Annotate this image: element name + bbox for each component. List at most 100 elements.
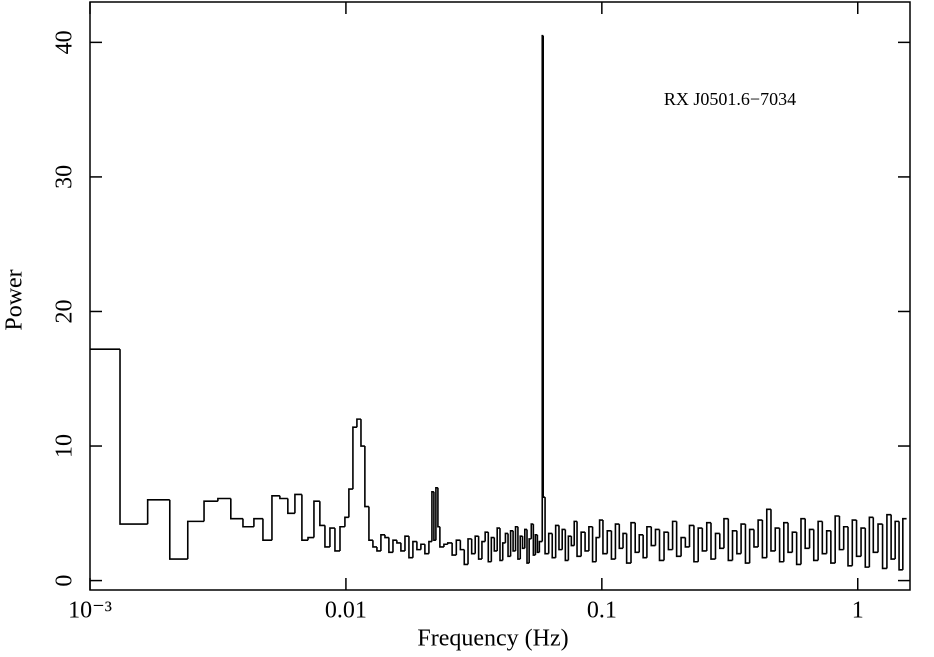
step	[487, 532, 492, 563]
step	[675, 521, 682, 558]
step	[834, 515, 840, 564]
step	[847, 526, 853, 567]
step	[654, 528, 660, 546]
step	[424, 544, 429, 555]
step	[680, 536, 686, 557]
step	[287, 498, 295, 515]
step	[795, 532, 801, 566]
step	[541, 34, 544, 542]
step	[412, 540, 417, 558]
step	[271, 495, 280, 541]
step	[610, 530, 616, 560]
step	[573, 520, 578, 546]
step	[851, 519, 857, 566]
step	[301, 494, 309, 542]
step	[642, 534, 647, 559]
x-tick-label: 0.01	[325, 598, 367, 624]
step	[881, 524, 887, 570]
step	[761, 520, 767, 559]
step	[804, 518, 810, 550]
step	[570, 536, 575, 547]
plot-frame	[89, 1, 911, 591]
y-tick-label: 20	[52, 299, 78, 323]
step	[684, 537, 690, 548]
y-tick-label: 30	[52, 165, 78, 189]
step	[622, 532, 627, 549]
step	[554, 524, 559, 558]
step	[360, 419, 365, 447]
step	[667, 532, 673, 551]
step	[671, 520, 677, 550]
step	[634, 522, 640, 554]
step	[588, 525, 593, 551]
step	[547, 532, 553, 554]
step	[380, 534, 385, 551]
step	[484, 531, 489, 542]
step	[470, 538, 476, 555]
step	[618, 524, 624, 550]
step	[688, 524, 694, 547]
step	[467, 538, 472, 565]
step	[778, 528, 784, 563]
step	[872, 517, 879, 554]
step	[455, 539, 461, 556]
step	[658, 529, 665, 562]
step	[352, 426, 357, 490]
step	[646, 525, 652, 558]
step	[217, 497, 231, 502]
step	[339, 525, 345, 551]
step	[404, 535, 409, 551]
step	[496, 527, 500, 551]
x-axis-label: Frequency (Hz)	[417, 626, 568, 652]
step	[757, 519, 763, 547]
step	[782, 521, 789, 562]
step	[705, 521, 711, 551]
step	[744, 524, 750, 564]
step	[551, 533, 556, 559]
step	[474, 535, 479, 554]
step	[602, 520, 608, 555]
step	[808, 528, 814, 549]
step	[319, 501, 325, 527]
step	[877, 523, 883, 553]
step	[748, 528, 754, 564]
step	[701, 528, 707, 552]
step	[753, 529, 759, 548]
step	[344, 516, 349, 527]
step	[490, 536, 495, 562]
step	[787, 522, 793, 554]
step	[697, 527, 703, 562]
step	[898, 521, 903, 571]
step	[435, 486, 438, 541]
step	[825, 529, 831, 554]
step	[595, 536, 600, 562]
step	[894, 520, 900, 560]
step	[420, 543, 425, 550]
step	[368, 506, 373, 542]
step	[591, 526, 597, 563]
step	[262, 518, 272, 542]
step	[446, 542, 453, 545]
step	[564, 529, 569, 562]
step	[364, 446, 369, 508]
step	[119, 349, 148, 525]
step	[146, 499, 170, 525]
step	[372, 540, 377, 548]
step	[868, 516, 874, 568]
step	[294, 493, 302, 514]
step	[817, 520, 823, 561]
step	[584, 532, 589, 552]
step	[714, 532, 720, 560]
step	[538, 540, 543, 553]
step	[567, 535, 572, 561]
step	[606, 529, 612, 554]
step	[504, 532, 509, 543]
step	[580, 531, 586, 557]
step	[765, 508, 771, 558]
step	[902, 517, 907, 570]
step	[507, 533, 511, 558]
step	[558, 525, 563, 551]
y-tick-label: 40	[51, 30, 77, 54]
step	[477, 536, 482, 560]
